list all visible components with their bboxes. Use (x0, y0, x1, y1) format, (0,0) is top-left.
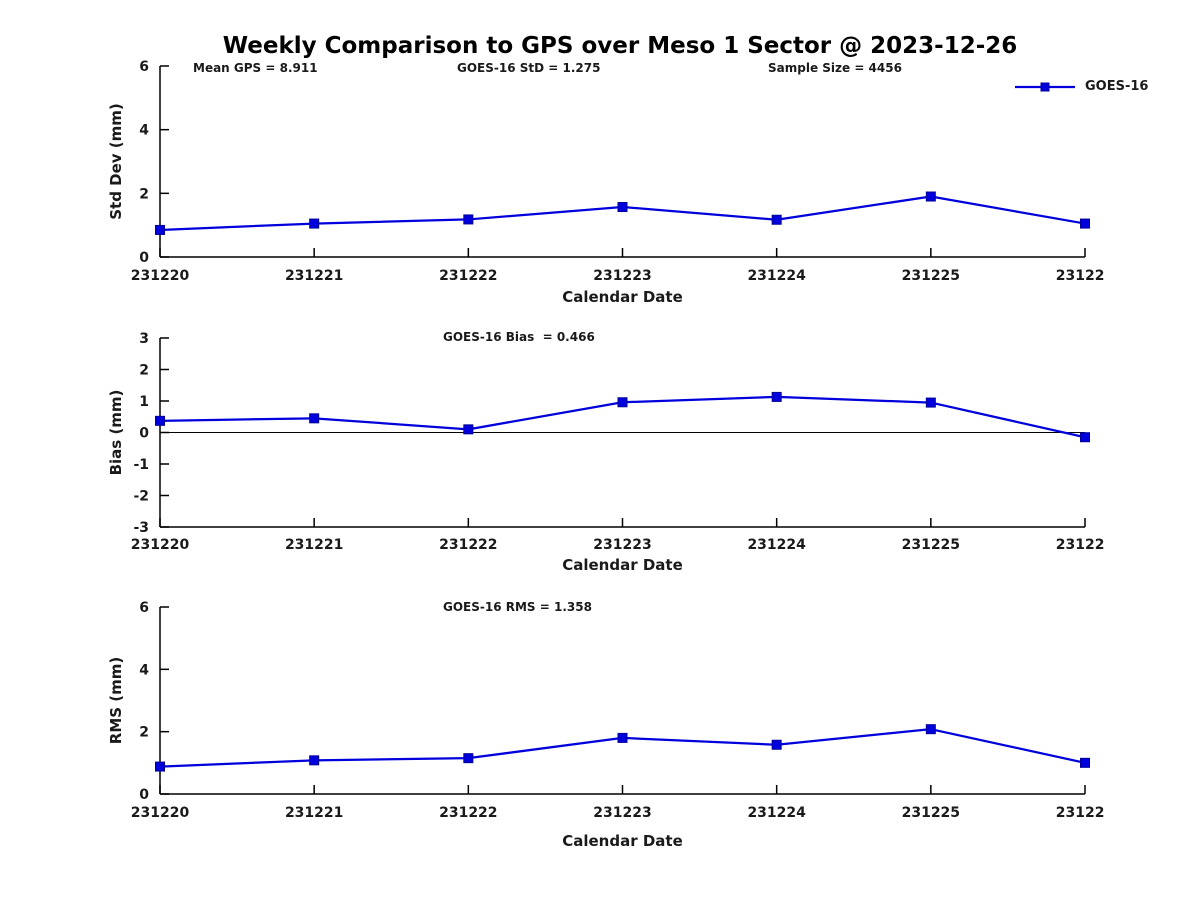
y-tick-label: 4 (139, 123, 149, 139)
chart-rms: 0 2 4 6 231220 231221 231222 231223 231224 231225… (107, 600, 1105, 850)
data-point-marker (309, 218, 320, 229)
data-point-marker (1080, 757, 1090, 768)
data-point-marker (1080, 218, 1090, 229)
data-point-marker (771, 214, 782, 225)
y-axis-label: Bias (mm) (107, 390, 125, 476)
x-tick-label: 231226 (1056, 268, 1105, 284)
x-tick-label: 231223 (593, 805, 651, 821)
y-tick-label: 6 (139, 59, 149, 75)
data-point-marker (617, 202, 628, 213)
y-tick-label: -3 (133, 520, 149, 536)
annotation-goes16-std: GOES-16 StD = 1.275 (457, 61, 601, 75)
data-point-marker (925, 397, 936, 408)
series-line-goes-16 (159, 195, 1086, 232)
x-tick-label: 231222 (439, 537, 497, 553)
chart-bias: -3 -2 -1 0 1 2 3 231220 231221 231222 231223 231224… (107, 331, 1105, 574)
x-tick-label: 231224 (747, 805, 806, 821)
x-tick-label: 231220 (131, 537, 190, 553)
x-tick-label: 231221 (285, 268, 343, 284)
x-tick-label: 231226 (1056, 537, 1105, 553)
y-axis-label: RMS (mm) (107, 657, 125, 744)
data-point-marker (463, 753, 474, 764)
x-tick-label: 231225 (902, 537, 960, 553)
chart-std-dev: 0 2 4 6 231220 231221 231222 231223 231224 231225… (107, 59, 1105, 306)
data-point-marker (771, 739, 782, 750)
x-axis-label: Calendar Date (562, 556, 683, 574)
data-point-marker (617, 732, 628, 743)
x-tick-label: 231223 (593, 268, 651, 284)
data-point-marker (925, 724, 936, 735)
data-point-marker (309, 755, 320, 766)
data-point-marker (463, 214, 474, 225)
y-tick-label: 0 (139, 426, 149, 442)
annotation-mean-gps: Mean GPS = 8.911 (193, 61, 318, 75)
y-axis-label: Std Dev (mm) (107, 103, 125, 220)
data-point-marker (155, 224, 165, 235)
data-point-marker (617, 397, 628, 408)
annotation-goes16-rms: GOES-16 RMS = 1.358 (443, 600, 592, 614)
y-tick-label: 2 (139, 186, 149, 202)
data-point-marker (309, 413, 320, 424)
data-point-marker (155, 415, 165, 426)
x-tick-label: 231223 (593, 537, 651, 553)
x-tick-label: 231225 (902, 268, 960, 284)
data-point-marker (155, 761, 165, 772)
figure-title: Weekly Comparison to GPS over Meso 1 Sec… (222, 33, 1018, 59)
legend-entry-goes16: GOES-16 (1085, 79, 1149, 94)
y-tick-label: 6 (139, 600, 149, 616)
x-tick-label: 231220 (131, 268, 190, 284)
x-tick-label: 231226 (1056, 805, 1105, 821)
y-tick-label: 0 (139, 787, 149, 803)
data-point-marker (925, 191, 936, 202)
x-tick-label: 231222 (439, 268, 497, 284)
x-tick-label: 231221 (285, 537, 343, 553)
legend: GOES-16 (1013, 79, 1148, 94)
x-tick-label: 231224 (747, 537, 806, 553)
y-tick-label: -2 (133, 489, 149, 505)
y-tick-label: 1 (139, 394, 149, 410)
data-point-marker (463, 424, 474, 435)
y-tick-label: -1 (133, 457, 149, 473)
x-tick-label: 231220 (131, 805, 190, 821)
y-tick-label: 4 (139, 662, 149, 678)
x-tick-label: 231221 (285, 805, 343, 821)
y-tick-label: 2 (139, 725, 149, 741)
annotation-sample-size: Sample Size = 4456 (768, 61, 902, 75)
y-tick-label: 3 (139, 331, 149, 347)
y-tick-label: 0 (139, 250, 149, 266)
data-point-marker (1080, 432, 1090, 443)
x-axis-label: Calendar Date (562, 832, 683, 850)
x-axis-label: Calendar Date (562, 288, 683, 306)
annotation-goes16-bias: GOES-16 Bias = 0.466 (443, 330, 595, 344)
x-tick-label: 231224 (747, 268, 806, 284)
data-point-marker (771, 391, 782, 402)
y-tick-label: 2 (139, 363, 149, 379)
x-tick-label: 231225 (902, 805, 960, 821)
x-tick-label: 231222 (439, 805, 497, 821)
legend-line-sample-icon (1015, 82, 1075, 91)
